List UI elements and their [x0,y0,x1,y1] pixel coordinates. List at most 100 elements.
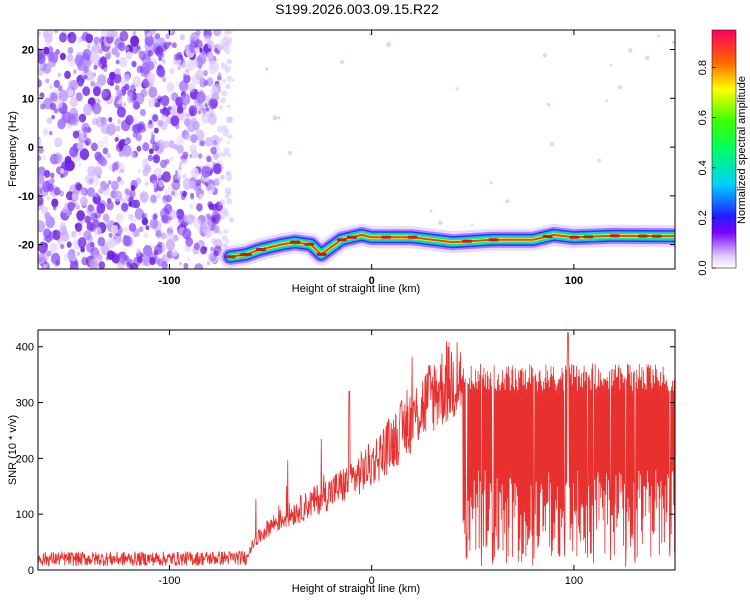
noise-blob [111,162,119,171]
noise-blob [69,97,78,108]
noise-blob [176,144,184,154]
noise-blob [208,63,218,75]
noise-blob [106,152,112,159]
noise-blob [56,153,64,163]
noise-region [38,30,233,269]
noise-blob [197,53,207,65]
noise-blob [39,61,47,72]
noise-blob [67,89,74,97]
noise-blob [189,203,194,209]
noise-edge-dot [227,133,233,139]
sparse-point [229,217,234,223]
noise-blob [193,218,202,229]
colorbar-tick-label: 0.2 [697,210,709,225]
colorbar-tick-label: 0.8 [697,60,709,75]
noise-edge-dot [219,175,225,181]
noise-blob [142,245,153,257]
noise-blob [121,198,126,204]
noise-blob [173,53,180,61]
noise-blob [47,183,54,192]
noise-blob [115,212,124,223]
noise-blob [107,197,112,204]
noise-blob [98,187,104,194]
noise-blob [38,241,48,254]
noise-blob [154,127,159,134]
noise-blob [114,95,120,102]
noise-blob [59,52,66,61]
noise-blob [190,192,195,198]
noise-blob [83,230,92,241]
noise-blob [137,168,142,174]
noise-blob [161,59,166,64]
colorbar-tick-label: 0.4 [697,160,709,175]
noise-blob [76,210,85,221]
noise-blob [134,152,138,157]
noise-blob [49,51,59,63]
noise-blob [153,249,159,256]
noise-blob [83,103,93,116]
noise-blob [54,137,62,147]
noise-blob [163,203,173,215]
chart-title: S199.2026.003.09.15.R22 [275,1,439,17]
noise-blob [202,218,212,231]
noise-blob [106,200,114,211]
noise-edge-dot [220,215,225,220]
noise-blob [106,250,115,261]
noise-blob [45,234,52,243]
noise-blob [206,183,215,194]
sparse-point [277,116,281,120]
noise-blob [213,30,222,37]
noise-blob [121,202,129,212]
noise-blob [125,51,133,60]
noise-blob [67,31,77,44]
noise-blob [169,225,174,230]
noise-blob [125,46,130,51]
noise-blob [163,140,170,149]
noise-blob [194,122,199,129]
sparse-point [546,102,551,107]
noise-blob [85,140,89,146]
noise-blob [128,201,133,207]
noise-blob [182,151,189,160]
sparse-point [287,150,293,156]
noise-edge-dot [218,230,223,235]
noise-blob [78,113,87,123]
noise-blob [134,208,145,220]
noise-blob [78,231,82,236]
noise-edge-dot [226,30,233,35]
noise-blob [175,135,184,146]
noise-blob [90,142,98,152]
noise-blob [86,242,95,253]
colorbar-tick-label: 0.0 [697,260,709,275]
noise-edge-dot [221,90,228,97]
noise-blob [77,37,82,44]
noise-blob [184,132,191,141]
noise-blob [75,92,83,102]
noise-blob [162,171,171,183]
noise-blob [136,248,141,254]
top-x-tick-label: 0 [369,275,375,287]
noise-blob [49,242,58,253]
sparse-point [605,99,608,102]
noise-blob [42,30,49,39]
noise-blob [52,229,61,241]
noise-blob [194,47,200,54]
noise-blob [151,134,156,140]
noise-edge-dot [220,97,227,104]
noise-blob [42,63,52,74]
noise-blob [46,117,53,125]
noise-blob [156,93,162,100]
noise-blob [38,79,42,88]
noise-blob [135,133,142,142]
noise-blob [108,180,112,185]
noise-blob [193,242,200,251]
noise-blob [148,148,154,155]
noise-blob [49,84,53,90]
noise-edge-dot [226,198,233,205]
noise-blob [105,220,113,229]
noise-blob [38,182,41,189]
noise-blob [73,69,77,74]
frequency-ridge [219,223,675,268]
noise-blob [136,65,143,74]
noise-blob [80,246,85,253]
